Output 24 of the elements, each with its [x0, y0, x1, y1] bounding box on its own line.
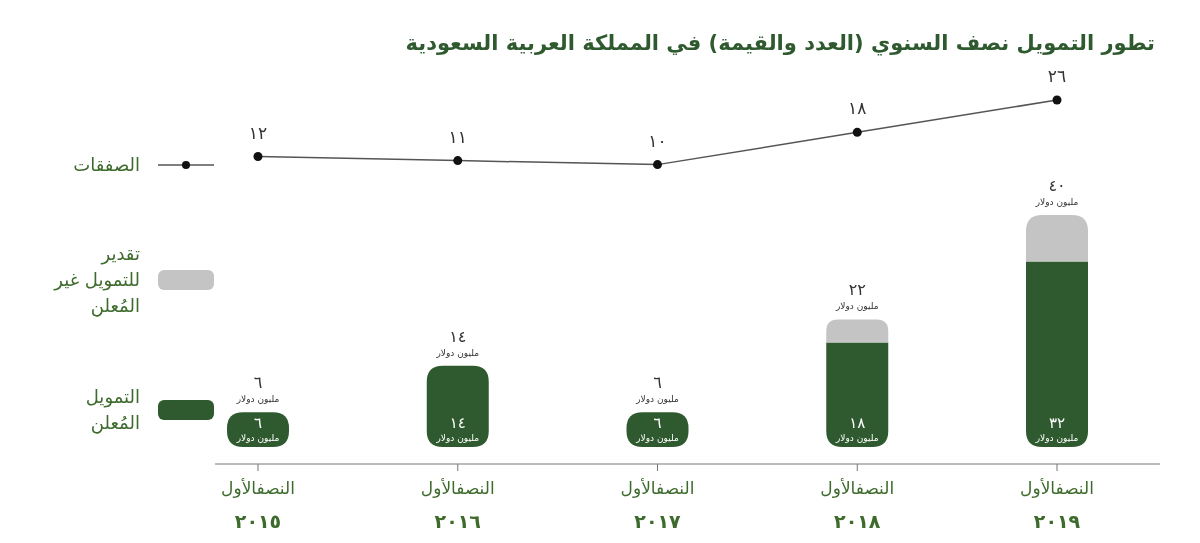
data-label: ١٠ — [648, 130, 667, 151]
x-tick-label: النصفالأول ٢٠١٥ — [221, 478, 295, 532]
data-label: ٢٦ — [1047, 66, 1067, 86]
data-label: ١٤ مليون دولار — [435, 414, 480, 443]
data-label: ١٢ — [248, 122, 268, 143]
x-tick-label: النصفالأول ٢٠١٩ — [1020, 478, 1094, 532]
total-label: ٦ مليون دولار — [235, 373, 280, 405]
legend-label: تقدير للتمويل غير المُعلن — [53, 243, 140, 317]
x-tick-label: النصفالأول ٢٠١٧ — [620, 478, 695, 532]
data-label: ١٨ مليون دولار — [835, 414, 879, 443]
legend-label: الصفقات — [73, 154, 140, 175]
x-tick-label: النصفالأول ٢٠١٦ — [420, 478, 495, 532]
data-label: ٦ مليون دولار — [235, 414, 280, 443]
legend-label: التمويل المُعلن — [85, 386, 140, 434]
total-label: ١٤ مليون دولار — [435, 326, 480, 358]
data-label: ٦ مليون دولار — [635, 414, 679, 443]
data-label: ٣٢ مليون دولار — [1034, 414, 1079, 443]
total-label: ٦ مليون دولار — [635, 373, 679, 405]
x-tick-label: النصفالأول ٢٠١٨ — [820, 478, 895, 532]
total-label: ٢٢ مليون دولار — [835, 280, 879, 312]
total-label: ٤٠ مليون دولار — [1034, 176, 1079, 207]
data-label: ١٨ — [848, 98, 867, 119]
data-label: ١١ — [448, 126, 467, 147]
chart-title: تطور التمويل نصف السنوي (العدد والقيمة) في المملكة العربية السعودية — [405, 31, 1155, 56]
